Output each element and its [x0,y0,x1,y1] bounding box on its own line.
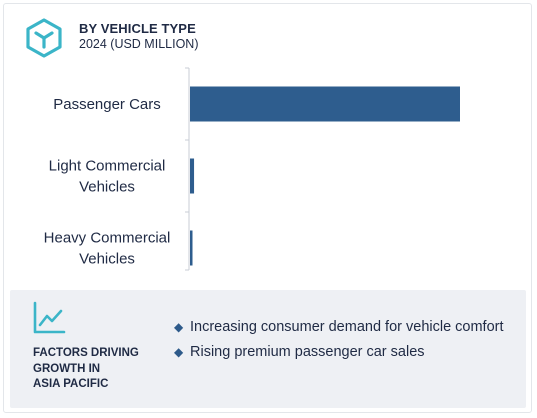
hexagon-cube-icon [26,18,62,58]
bar-chart: Passenger Cars Light Commercial Vehicles He… [44,67,460,271]
factor-item: ◆ Rising premium passenger car sales [174,342,514,363]
bar [190,230,193,266]
chart-subtitle: 2024 (USD MILLION) [79,37,199,51]
bar [190,158,195,194]
trend-line-icon [33,301,66,334]
chart-card: BY VEHICLE TYPE 2024 (USD MILLION) Passe… [3,3,532,413]
diamond-icon: ◆ [174,345,184,359]
growth-factors-panel: FACTORS DRIVING GROWTH IN ASIA PACIFIC ◆… [10,290,526,408]
bar [190,86,460,122]
factors-list: ◆ Increasing consumer demand for vehicle… [174,317,514,367]
factor-item: ◆ Increasing consumer demand for vehicle… [174,317,514,338]
category-label: Passenger Cars [53,96,161,113]
factor-text: Rising premium passenger car sales [190,344,425,360]
diamond-icon: ◆ [174,320,184,334]
category-label: Heavy Commercial Vehicles [44,230,171,268]
factor-text: Increasing consumer demand for vehicle c… [190,319,504,335]
category-label: Light Commercial Vehicles [49,158,166,196]
chart-title: BY VEHICLE TYPE [79,21,196,36]
factors-title: FACTORS DRIVING GROWTH IN ASIA PACIFIC [33,347,139,390]
